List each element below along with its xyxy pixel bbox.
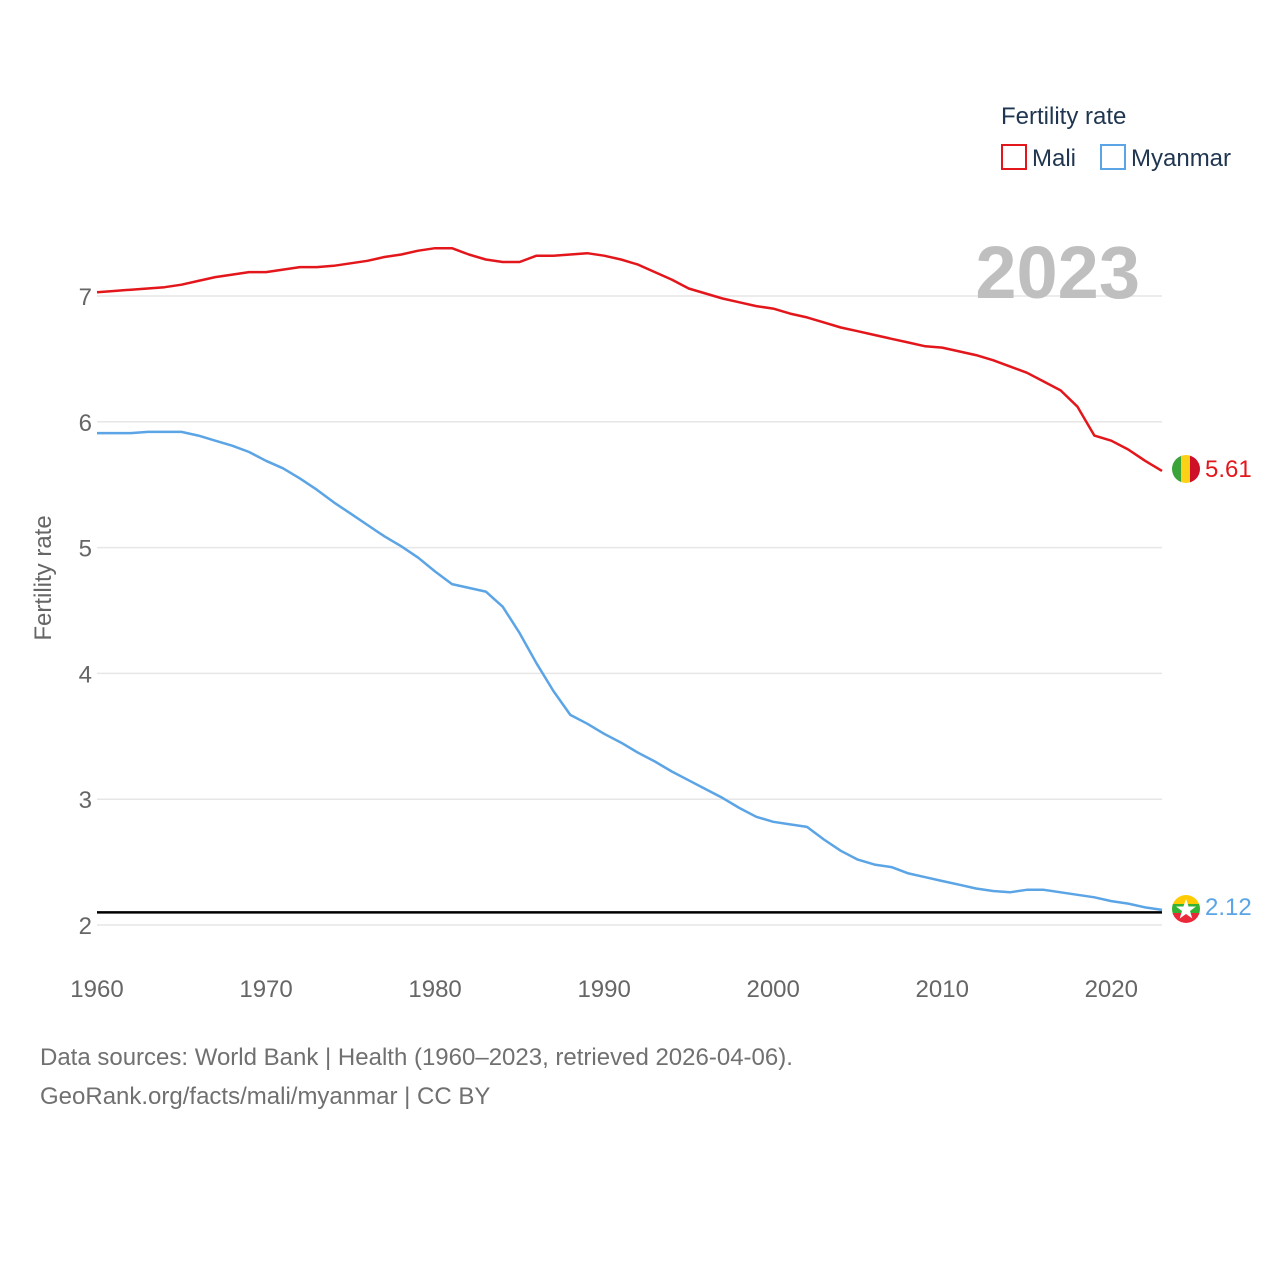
x-tick-label-2000: 2000 bbox=[746, 976, 799, 1003]
series-line-myanmar[interactable] bbox=[97, 430, 1163, 912]
legend-title: Fertility rate bbox=[1001, 103, 1126, 130]
x-tick-label-2010: 2010 bbox=[916, 976, 969, 1003]
legend-label-mali[interactable]: Mali bbox=[1032, 145, 1076, 172]
myanmar-flag-icon bbox=[1172, 895, 1200, 923]
y-axis-title: Fertility rate bbox=[30, 515, 57, 640]
legend: Fertility rate Mali Myanmar bbox=[1001, 103, 1231, 172]
end-value-label-myanmar: 2.12 bbox=[1205, 894, 1252, 921]
footer-credit-link[interactable]: GeoRank.org/facts/mali/myanmar | CC BY bbox=[40, 1083, 491, 1110]
x-tick-label-2020: 2020 bbox=[1085, 976, 1138, 1003]
x-tick-label-1960: 1960 bbox=[70, 976, 123, 1003]
series-line-mali[interactable] bbox=[96, 246, 1163, 472]
y-axis-ticks: 2 3 4 5 6 7 bbox=[79, 284, 92, 940]
legend-label-myanmar[interactable]: Myanmar bbox=[1131, 145, 1231, 172]
gridlines bbox=[97, 295, 1162, 926]
y-tick-label-6: 6 bbox=[79, 410, 92, 437]
y-tick-label-7: 7 bbox=[79, 284, 92, 311]
x-tick-label-1990: 1990 bbox=[577, 976, 630, 1003]
y-tick-label-5: 5 bbox=[79, 536, 92, 563]
series-lines bbox=[96, 246, 1163, 912]
legend-swatch-myanmar[interactable] bbox=[1100, 144, 1126, 170]
x-tick-label-1980: 1980 bbox=[408, 976, 461, 1003]
footer-data-sources: Data sources: World Bank | Health (1960–… bbox=[40, 1044, 793, 1071]
year-label: 2023 bbox=[975, 231, 1140, 314]
y-tick-label-4: 4 bbox=[79, 661, 92, 688]
x-axis-ticks: 1960 1970 1980 1990 2000 2010 2020 bbox=[70, 976, 1138, 1003]
y-tick-label-2: 2 bbox=[79, 913, 92, 940]
x-tick-label-1970: 1970 bbox=[239, 976, 292, 1003]
end-value-label-mali: 5.61 bbox=[1205, 456, 1252, 483]
mali-flag-icon bbox=[1172, 455, 1200, 483]
legend-swatch-mali[interactable] bbox=[1001, 144, 1027, 170]
y-tick-label-3: 3 bbox=[79, 787, 92, 814]
fertility-rate-chart: 2 3 4 5 6 7 1960 1970 1980 1990 2000 2010 2020 Fert… bbox=[30, 103, 1252, 1003]
